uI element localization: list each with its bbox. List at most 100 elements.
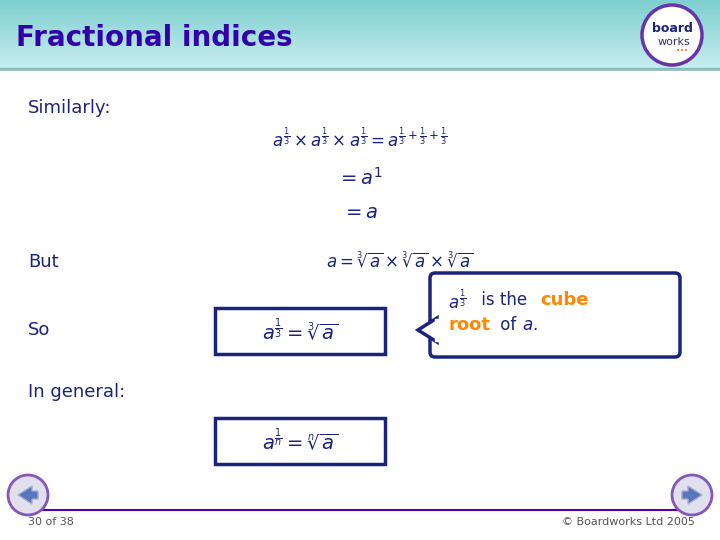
Bar bbox=[0, 59, 720, 60]
FancyBboxPatch shape bbox=[215, 308, 385, 354]
Text: In general:: In general: bbox=[28, 383, 125, 401]
Bar bbox=[0, 66, 720, 68]
Bar bbox=[0, 59, 720, 61]
Bar bbox=[0, 49, 720, 51]
Text: $a.$: $a.$ bbox=[522, 316, 538, 334]
Bar bbox=[0, 0, 720, 2]
Bar bbox=[0, 9, 720, 11]
Bar bbox=[0, 32, 720, 33]
Bar bbox=[0, 53, 720, 55]
FancyBboxPatch shape bbox=[430, 273, 680, 357]
Bar bbox=[0, 22, 720, 23]
Bar bbox=[0, 55, 720, 56]
Text: $a = \sqrt[3]{a} \times \sqrt[3]{a} \times \sqrt[3]{a}$: $a = \sqrt[3]{a} \times \sqrt[3]{a} \tim… bbox=[326, 252, 474, 272]
Bar bbox=[0, 14, 720, 15]
Bar bbox=[0, 11, 720, 12]
Bar bbox=[0, 58, 720, 59]
Bar bbox=[0, 4, 720, 5]
Bar bbox=[0, 23, 720, 24]
Bar bbox=[0, 65, 720, 67]
Text: $a^{\frac{1}{3}}$: $a^{\frac{1}{3}}$ bbox=[448, 288, 466, 312]
Bar bbox=[0, 50, 720, 51]
Bar bbox=[0, 5, 720, 6]
Bar bbox=[0, 15, 720, 17]
Bar bbox=[0, 12, 720, 14]
Circle shape bbox=[642, 5, 702, 65]
Bar bbox=[0, 31, 720, 33]
Bar bbox=[0, 57, 720, 58]
Bar bbox=[0, 60, 720, 62]
Bar bbox=[0, 47, 720, 48]
Bar bbox=[0, 56, 720, 57]
Bar bbox=[0, 33, 720, 35]
Bar bbox=[0, 25, 720, 27]
Polygon shape bbox=[682, 486, 702, 504]
Text: Similarly:: Similarly: bbox=[28, 99, 112, 117]
Bar bbox=[0, 62, 720, 63]
Bar bbox=[0, 52, 720, 53]
Bar bbox=[0, 71, 720, 540]
Bar bbox=[0, 41, 720, 42]
Bar bbox=[0, 26, 720, 28]
Text: $a^{\frac{1}{3}} \times a^{\frac{1}{3}} \times a^{\frac{1}{3}} = a^{\frac{1}{3}+: $a^{\frac{1}{3}} \times a^{\frac{1}{3}} … bbox=[272, 126, 448, 150]
Bar bbox=[0, 30, 720, 31]
Bar bbox=[0, 27, 720, 29]
Bar bbox=[0, 42, 720, 43]
Bar bbox=[0, 31, 720, 32]
Text: 30 of 38: 30 of 38 bbox=[28, 517, 74, 527]
Bar bbox=[0, 65, 720, 66]
Bar bbox=[0, 64, 720, 65]
Text: is the: is the bbox=[476, 291, 532, 309]
Text: $a^{\frac{1}{n}} = \sqrt[n]{a}$: $a^{\frac{1}{n}} = \sqrt[n]{a}$ bbox=[262, 428, 338, 455]
Bar bbox=[0, 21, 720, 22]
Bar bbox=[0, 36, 720, 37]
Bar bbox=[435, 319, 443, 341]
Bar bbox=[0, 38, 720, 39]
Bar bbox=[0, 39, 720, 40]
Text: Fractional indices: Fractional indices bbox=[16, 24, 292, 52]
Text: root: root bbox=[448, 316, 490, 334]
Text: So: So bbox=[28, 321, 50, 339]
Text: But: But bbox=[28, 253, 58, 271]
Text: works: works bbox=[657, 37, 690, 47]
Text: $= a$: $= a$ bbox=[342, 204, 378, 222]
Bar bbox=[0, 3, 720, 5]
Bar bbox=[0, 16, 720, 17]
Text: $a^{\frac{1}{3}} = \sqrt[3]{a}$: $a^{\frac{1}{3}} = \sqrt[3]{a}$ bbox=[262, 318, 338, 345]
Text: © Boardworks Ltd 2005: © Boardworks Ltd 2005 bbox=[562, 517, 695, 527]
Bar bbox=[0, 21, 720, 23]
Bar bbox=[0, 46, 720, 47]
Polygon shape bbox=[418, 318, 437, 342]
Bar bbox=[0, 43, 720, 44]
Bar bbox=[0, 24, 720, 25]
Bar bbox=[0, 68, 720, 71]
Bar bbox=[0, 19, 720, 21]
Bar bbox=[0, 10, 720, 11]
Bar bbox=[0, 43, 720, 45]
Bar bbox=[0, 29, 720, 30]
Bar bbox=[0, 49, 720, 50]
Bar bbox=[0, 15, 720, 16]
Bar bbox=[0, 37, 720, 39]
Bar bbox=[0, 1, 720, 2]
FancyBboxPatch shape bbox=[215, 418, 385, 464]
Bar bbox=[0, 37, 720, 38]
Circle shape bbox=[672, 475, 712, 515]
Bar bbox=[0, 18, 720, 19]
Bar bbox=[0, 55, 720, 57]
Bar bbox=[0, 28, 720, 29]
Bar bbox=[0, 8, 720, 9]
Bar bbox=[0, 6, 720, 8]
Text: board: board bbox=[652, 22, 693, 35]
Bar bbox=[0, 3, 720, 4]
Text: of: of bbox=[495, 316, 521, 334]
Bar bbox=[0, 9, 720, 10]
Bar bbox=[0, 48, 720, 49]
Bar bbox=[0, 45, 720, 46]
Bar bbox=[0, 34, 720, 35]
Bar bbox=[0, 25, 720, 26]
Bar bbox=[0, 17, 720, 18]
Bar bbox=[0, 53, 720, 54]
Bar bbox=[0, 19, 720, 20]
Bar bbox=[0, 67, 720, 69]
